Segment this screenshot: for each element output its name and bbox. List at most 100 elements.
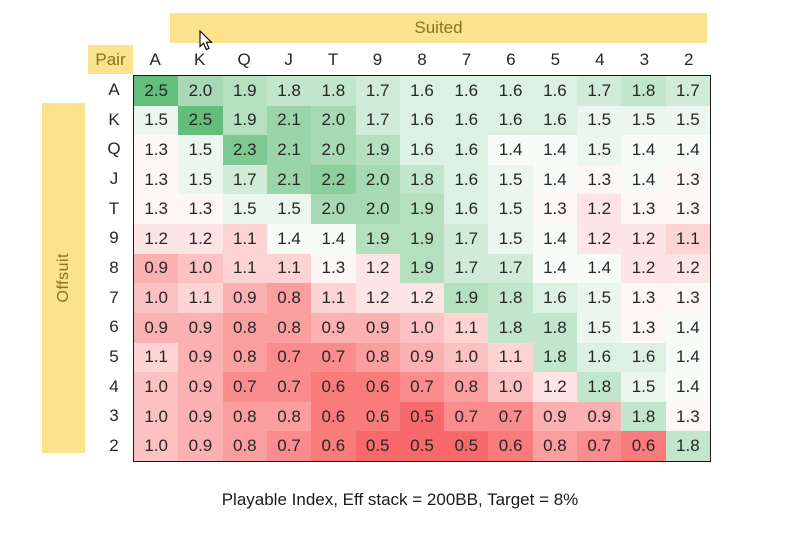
heatmap-cell-J6[interactable]: 1.5	[488, 164, 533, 195]
heatmap-cell-97[interactable]: 1.7	[444, 224, 489, 254]
heatmap-cell-52[interactable]: 1.4	[665, 342, 710, 373]
heatmap-cell-34[interactable]: 0.9	[577, 401, 622, 432]
heatmap-cell-4A[interactable]: 1.0	[134, 372, 179, 402]
heatmap-cell-KA[interactable]: 1.5	[134, 105, 179, 136]
column-header-5[interactable]: 5	[550, 49, 561, 69]
column-header-6[interactable]: 6	[506, 49, 516, 69]
heatmap-cell-57[interactable]: 1.0	[444, 342, 489, 373]
heatmap-cell-37[interactable]: 0.7	[444, 401, 489, 432]
heatmap-cell-76[interactable]: 1.8	[488, 283, 533, 313]
heatmap-cell-92[interactable]: 1.1	[665, 224, 710, 254]
heatmap-cell-A3[interactable]: 1.8	[621, 76, 666, 106]
heatmap-cell-75[interactable]: 1.6	[532, 283, 578, 313]
column-header-7[interactable]: 7	[461, 49, 472, 69]
heatmap-cell-58[interactable]: 0.9	[399, 342, 445, 373]
heatmap-cell-TT[interactable]: 2.0	[311, 194, 356, 225]
row-header-K[interactable]: K	[108, 109, 120, 129]
heatmap-cell-J5[interactable]: 1.4	[532, 164, 578, 195]
heatmap-cell-J7[interactable]: 1.6	[444, 164, 489, 195]
heatmap-cell-AT[interactable]: 1.8	[311, 76, 356, 106]
heatmap-cell-27[interactable]: 0.5	[444, 431, 489, 461]
heatmap-cell-Q5[interactable]: 1.4	[532, 135, 578, 165]
heatmap-cell-JJ[interactable]: 2.1	[266, 164, 312, 195]
heatmap-cell-74[interactable]: 1.5	[577, 283, 622, 313]
column-header-2[interactable]: 2	[684, 49, 694, 69]
heatmap-cell-9Q[interactable]: 1.1	[222, 224, 267, 254]
heatmap-cell-53[interactable]: 1.6	[621, 342, 666, 373]
heatmap-cell-7J[interactable]: 0.8	[266, 283, 312, 313]
heatmap-cell-47[interactable]: 0.8	[444, 372, 489, 402]
heatmap-cell-K2[interactable]: 1.5	[665, 105, 710, 136]
heatmap-cell-A7[interactable]: 1.6	[444, 76, 489, 106]
heatmap-cell-8J[interactable]: 1.1	[266, 253, 312, 284]
heatmap-cell-54[interactable]: 1.6	[577, 342, 622, 373]
heatmap-cell-99[interactable]: 1.9	[355, 224, 400, 254]
heatmap-cell-KQ[interactable]: 1.9	[222, 105, 267, 136]
heatmap-cell-6K[interactable]: 0.9	[178, 312, 223, 343]
heatmap-cell-62[interactable]: 1.4	[665, 312, 710, 343]
heatmap-cell-7K[interactable]: 1.1	[178, 283, 223, 313]
heatmap-cell-84[interactable]: 1.4	[577, 253, 622, 284]
heatmap-cell-3K[interactable]: 0.9	[178, 401, 223, 432]
heatmap-cell-2J[interactable]: 0.7	[266, 431, 312, 461]
heatmap-cell-A8[interactable]: 1.6	[399, 76, 445, 106]
heatmap-cell-5A[interactable]: 1.1	[134, 342, 179, 373]
heatmap-cell-8K[interactable]: 1.0	[178, 253, 223, 284]
heatmap-cell-J3[interactable]: 1.4	[621, 164, 666, 195]
heatmap-cell-93[interactable]: 1.2	[621, 224, 666, 254]
heatmap-cell-Q3[interactable]: 1.4	[621, 135, 666, 165]
heatmap-cell-39[interactable]: 0.6	[355, 401, 400, 432]
heatmap-cell-67[interactable]: 1.1	[444, 312, 489, 343]
heatmap-cell-Q9[interactable]: 1.9	[355, 135, 400, 165]
heatmap-cell-88[interactable]: 1.9	[399, 253, 445, 284]
heatmap-cell-J8[interactable]: 1.8	[399, 164, 445, 195]
heatmap-cell-72[interactable]: 1.3	[665, 283, 710, 313]
heatmap-cell-33[interactable]: 1.8	[621, 401, 666, 432]
heatmap-cell-T9[interactable]: 2.0	[355, 194, 400, 225]
heatmap-cell-42[interactable]: 1.4	[665, 372, 710, 402]
heatmap-cell-86[interactable]: 1.7	[488, 253, 533, 284]
heatmap-cell-A4[interactable]: 1.7	[577, 76, 622, 106]
pair-banner[interactable]: Pair	[88, 45, 133, 74]
heatmap-cell-T2[interactable]: 1.3	[665, 194, 710, 225]
heatmap-cell-9J[interactable]: 1.4	[266, 224, 312, 254]
heatmap-cell-79[interactable]: 1.2	[355, 283, 400, 313]
heatmap-cell-22[interactable]: 1.8	[665, 431, 710, 461]
heatmap-cell-AK[interactable]: 2.0	[178, 76, 223, 106]
heatmap-cell-83[interactable]: 1.2	[621, 253, 666, 284]
heatmap-cell-59[interactable]: 0.8	[355, 342, 400, 373]
row-header-9[interactable]: 9	[109, 228, 119, 248]
row-header-7[interactable]: 7	[109, 287, 119, 307]
column-header-9[interactable]: 9	[372, 49, 383, 69]
heatmap-cell-TQ[interactable]: 1.5	[222, 194, 267, 225]
heatmap-cell-89[interactable]: 1.2	[355, 253, 400, 284]
heatmap-cell-44[interactable]: 1.8	[577, 372, 622, 402]
heatmap-cell-9K[interactable]: 1.2	[178, 224, 223, 254]
heatmap-cell-9T[interactable]: 1.4	[311, 224, 356, 254]
heatmap-cell-AJ[interactable]: 1.8	[266, 76, 312, 106]
heatmap-cell-6J[interactable]: 0.8	[266, 312, 312, 343]
heatmap-cell-T5[interactable]: 1.3	[532, 194, 578, 225]
heatmap-cell-T7[interactable]: 1.6	[444, 194, 489, 225]
heatmap-cell-3T[interactable]: 0.6	[311, 401, 356, 432]
heatmap-cell-7A[interactable]: 1.0	[134, 283, 179, 313]
row-header-6[interactable]: 6	[109, 317, 119, 337]
heatmap-cell-AQ[interactable]: 1.9	[222, 76, 267, 106]
heatmap-cell-K5[interactable]: 1.6	[532, 105, 578, 136]
heatmap-cell-4K[interactable]: 0.9	[178, 372, 223, 402]
heatmap-cell-69[interactable]: 0.9	[355, 312, 400, 343]
heatmap-cell-4T[interactable]: 0.6	[311, 372, 356, 402]
heatmap-cell-T4[interactable]: 1.2	[577, 194, 622, 225]
heatmap-cell-94[interactable]: 1.2	[577, 224, 622, 254]
heatmap-cell-77[interactable]: 1.9	[444, 283, 489, 313]
heatmap-cell-T6[interactable]: 1.5	[488, 194, 533, 225]
heatmap-cell-95[interactable]: 1.4	[532, 224, 578, 254]
column-header-8[interactable]: 8	[417, 49, 427, 69]
heatmap-cell-J2[interactable]: 1.3	[665, 164, 710, 195]
heatmap-cell-2K[interactable]: 0.9	[178, 431, 223, 461]
heatmap-cell-AA[interactable]: 2.5	[134, 76, 179, 106]
heatmap-cell-43[interactable]: 1.5	[621, 372, 666, 402]
heatmap-cell-K8[interactable]: 1.6	[399, 105, 445, 136]
heatmap-cell-K6[interactable]: 1.6	[488, 105, 533, 136]
heatmap-cell-7T[interactable]: 1.1	[311, 283, 356, 313]
